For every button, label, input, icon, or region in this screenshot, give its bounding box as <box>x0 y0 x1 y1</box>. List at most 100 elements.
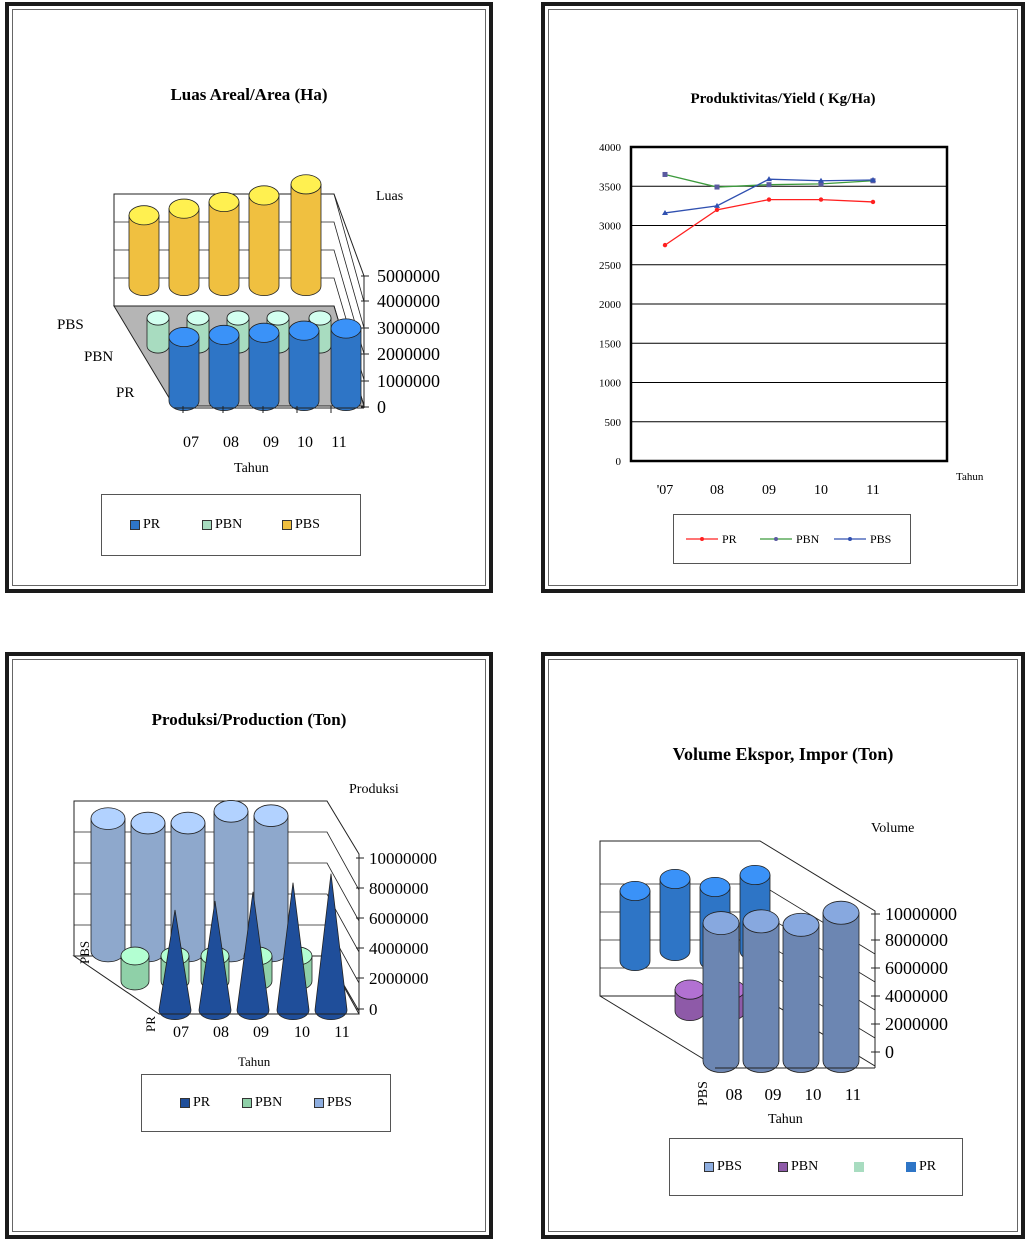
legend-marker-pbn <box>774 537 778 541</box>
bar-pbs-top <box>130 811 166 835</box>
bar-pbn-top <box>674 979 706 1000</box>
legend-label-pbs: PBS <box>870 532 891 546</box>
data-point-pbn <box>818 181 824 187</box>
depth-label: PBN <box>84 349 113 365</box>
bar-pbn <box>146 310 170 354</box>
chart-panel-area: Luas Areal/Area (Ha) Luas 5000000 4000000… <box>5 2 493 593</box>
bar-pr <box>330 318 362 411</box>
data-point-pr <box>766 197 772 202</box>
data-point-pr <box>870 199 876 205</box>
y-tick-label: 8000000 <box>885 930 948 950</box>
data-point-pbs <box>766 176 772 182</box>
depth-axis <box>599 995 716 1067</box>
chart-panel-yield: Produktivitas/Yield ( Kg/Ha) 4000 3500 300… <box>541 2 1025 593</box>
bar-pr-top <box>208 324 240 345</box>
bar-pr <box>659 869 691 961</box>
bar-pbs-top <box>782 912 820 937</box>
legend-label: PBN <box>255 1095 283 1110</box>
legend-item-pbn: PBN <box>202 517 242 533</box>
bar-pbs <box>170 811 206 963</box>
data-point-pr <box>714 207 720 212</box>
bar-pbn-top <box>146 310 170 326</box>
legend-item-pbn: PBN <box>778 1159 818 1175</box>
x-tick-label: 10 <box>297 434 313 451</box>
legend-swatch-pbn <box>242 1097 252 1108</box>
z-axis-label: Volume <box>871 821 915 836</box>
bar-pbs-top <box>90 807 126 830</box>
y-tick-label: 8000000 <box>369 879 429 898</box>
bar-pbs-body <box>130 822 166 963</box>
bar-pr-top <box>659 869 691 890</box>
bar-pr-top <box>288 320 320 341</box>
bar-pbs <box>168 198 200 296</box>
legend: PBS PBN PR <box>669 1138 963 1196</box>
bar-pbs <box>702 911 740 1073</box>
legend-label: PR <box>143 517 161 532</box>
x-tick-label: 09 <box>762 483 776 498</box>
volume-3d-chart: 10000000 8000000 6000000 4000000 2000000 0 08 0… <box>599 840 957 1106</box>
production-3d-chart: 10000000 8000000 6000000 4000000 2000000 0 07 0… <box>72 800 437 1041</box>
bar-pr-body <box>619 890 651 971</box>
legend-swatch-pbn <box>202 519 212 530</box>
bar-pbn <box>120 946 150 991</box>
legend: PR PBN PBS <box>141 1074 391 1132</box>
bar-pr-top <box>248 322 280 343</box>
bar-pr-body <box>330 328 362 411</box>
x-tick-label: 10 <box>294 1024 310 1041</box>
x-tick-label: 10 <box>805 1085 822 1104</box>
x-tick-label: 09 <box>765 1085 782 1104</box>
x-axis-title: Tahun <box>768 1112 803 1127</box>
bar-pbs-body <box>168 208 200 296</box>
depth-label: PBS <box>77 941 92 964</box>
bar-pr-top <box>330 318 362 339</box>
bar-pbs-top <box>822 900 860 925</box>
chart-panel-production: Produksi/Production (Ton) Produksi 10000… <box>5 652 493 1239</box>
bar-pbs-body <box>128 214 160 296</box>
y-tick-label: 0 <box>885 1042 894 1062</box>
bar-pr-body <box>168 336 200 411</box>
data-point-pbs <box>870 176 876 182</box>
bar-pr-top <box>619 881 651 902</box>
bar-pr-body <box>659 878 691 961</box>
bar-pr-body <box>208 334 240 411</box>
x-tick-label: 07 <box>183 434 199 451</box>
legend-label-pbn: PBN <box>796 532 820 546</box>
bar-pr <box>619 881 651 971</box>
bar-pbs <box>742 909 780 1073</box>
legend-label: PR <box>193 1095 211 1110</box>
bar-pbs <box>253 804 289 963</box>
legend-item-pbn: PBN <box>242 1095 282 1111</box>
line-legend: PR PBN PBS <box>686 532 891 546</box>
legend-label: PBS <box>295 517 320 532</box>
bar-pbs <box>213 800 249 963</box>
chart-title: Luas Areal/Area (Ha) <box>170 85 328 104</box>
z-axis-label: Luas <box>376 189 404 204</box>
bar-pbs-top <box>128 205 160 226</box>
z-axis-label: Produksi <box>349 782 399 797</box>
depth-label: PR <box>116 385 134 401</box>
panel-inner-border <box>548 9 1018 586</box>
y-tick-label: 0 <box>369 1000 378 1019</box>
data-point-pr <box>818 197 824 202</box>
legend: PR PBN PBS <box>101 494 361 556</box>
legend-label-pr: PR <box>722 532 737 546</box>
y-tick-label: 1000000 <box>377 371 440 391</box>
depth-label: PBS <box>696 1081 711 1106</box>
bar-pbn-top <box>120 946 150 966</box>
legend-marker-pbs <box>848 537 852 541</box>
bar-pbs-top <box>170 811 206 835</box>
x-tick-label: 08 <box>213 1024 229 1041</box>
legend-item-unlabeled <box>854 1159 867 1175</box>
x-tick-label: 07 <box>173 1024 189 1041</box>
legend-item-pbs: PBS <box>282 517 320 533</box>
data-point-pbs <box>714 202 720 208</box>
y-tick-label: 6000000 <box>885 958 948 978</box>
chart-title: Produksi/Production (Ton) <box>151 710 347 729</box>
chart-title: Volume Ekspor, Impor (Ton) <box>672 744 894 764</box>
chart-title: Produktivitas/Yield ( Kg/Ha) <box>690 91 876 107</box>
legend-item-pr: PR <box>180 1095 210 1111</box>
bar-pbs-top <box>248 185 280 206</box>
legend: PR PBN PBS <box>673 514 911 564</box>
legend-label: PBN <box>215 517 243 532</box>
x-tick-label: 10 <box>814 483 828 498</box>
